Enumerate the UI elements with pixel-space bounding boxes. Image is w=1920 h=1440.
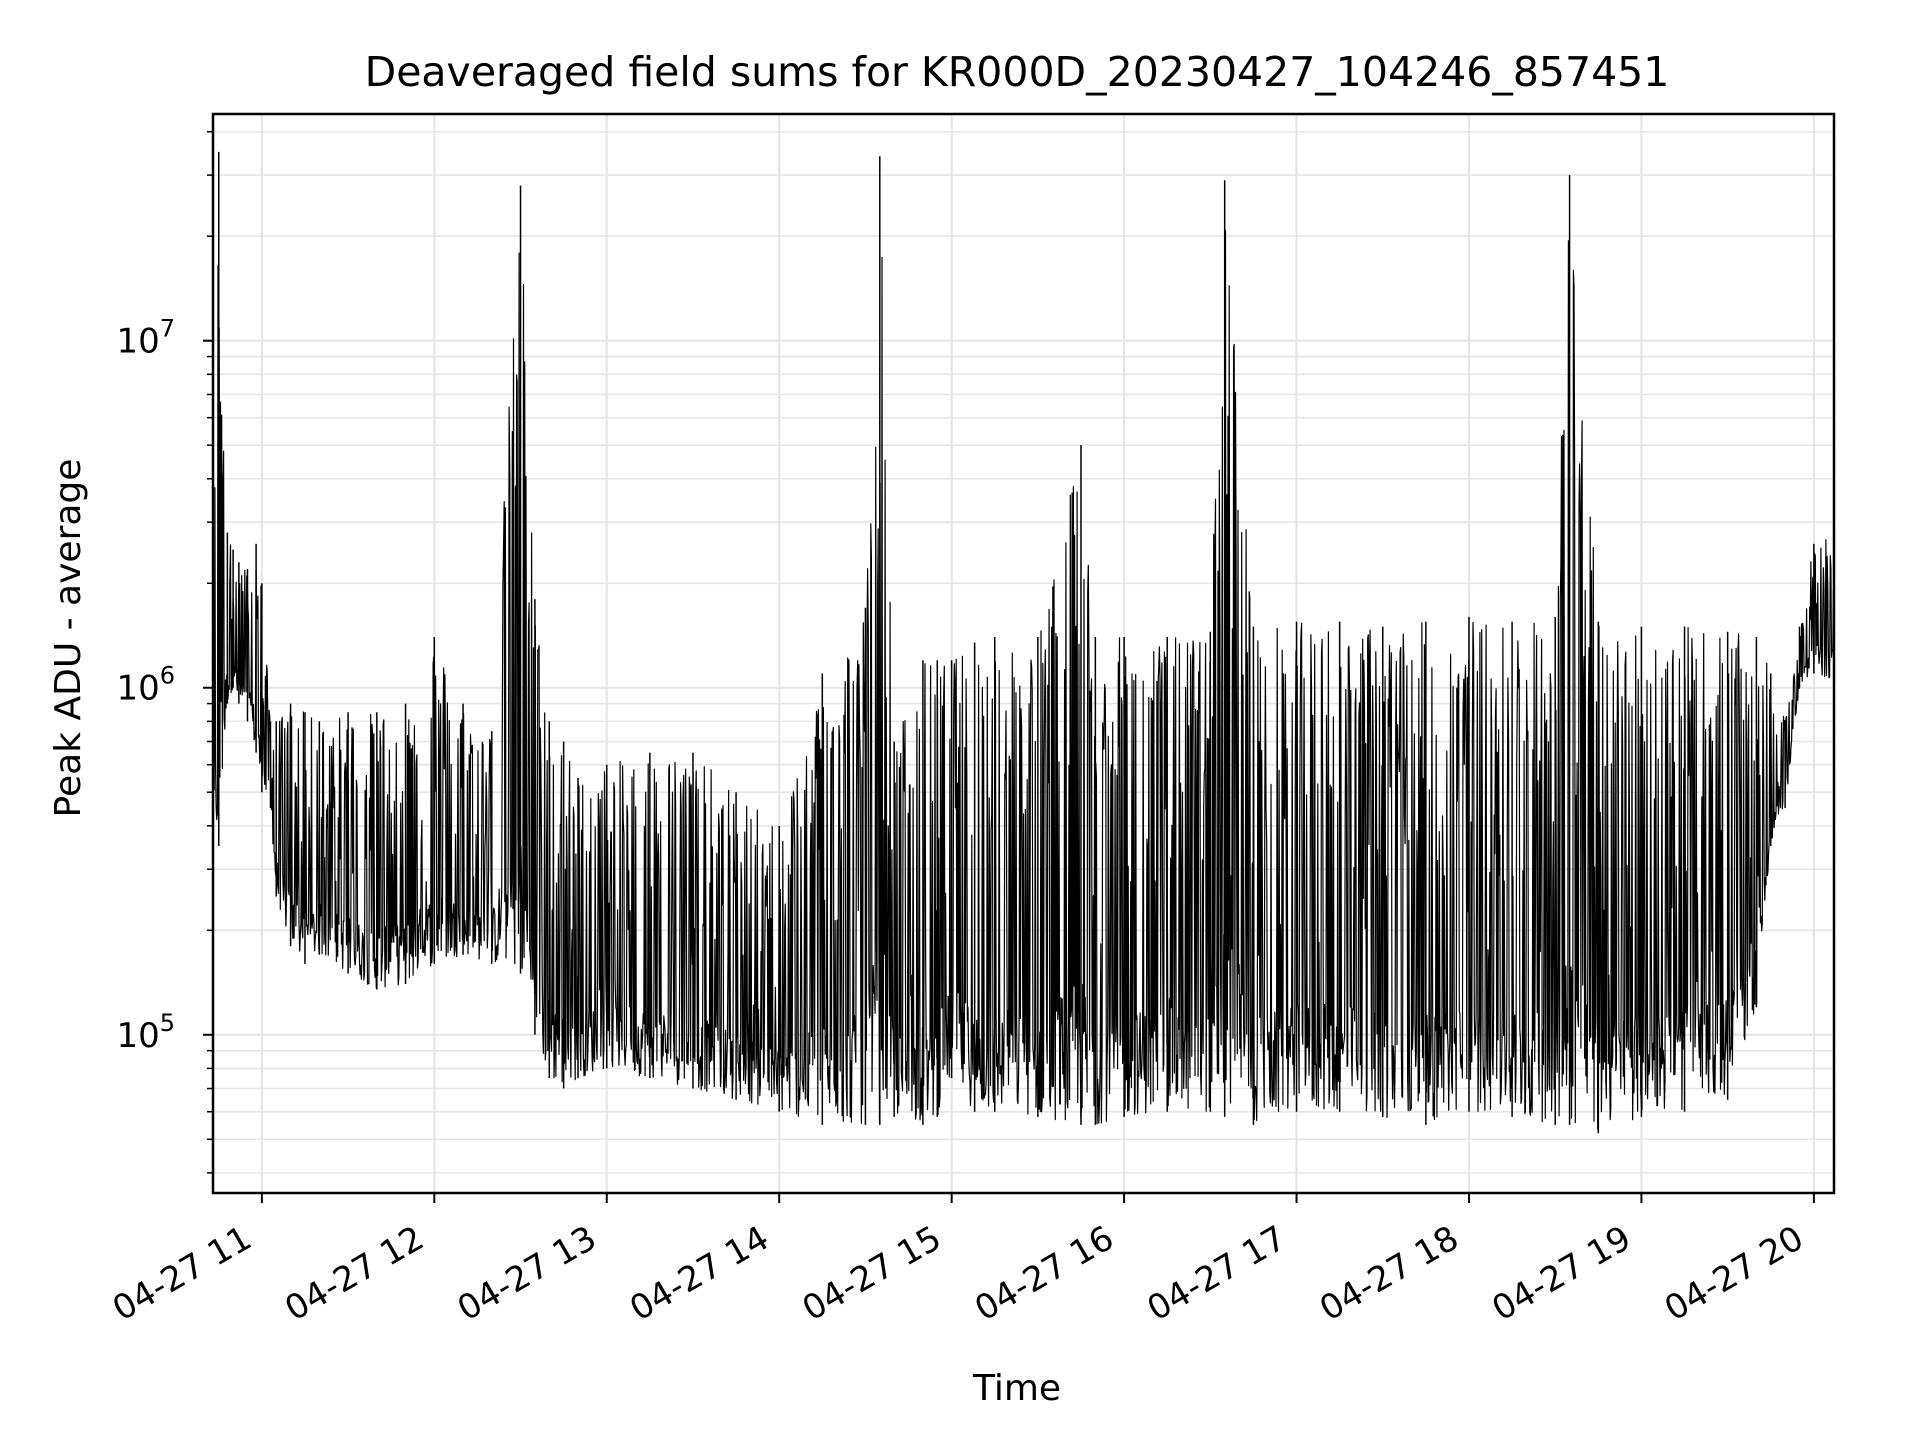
chart-title: Deaveraged field sums for KR000D_2023042…: [365, 48, 1670, 96]
x-tick-label: 04-27 18: [1313, 1218, 1465, 1329]
series-trace: [212, 230, 1835, 1130]
x-tick-label: 04-27 17: [1141, 1218, 1293, 1329]
x-tick-label: 04-27 20: [1658, 1218, 1810, 1329]
y-tick-label: 105: [116, 1009, 175, 1056]
plot-area-border: [211, 112, 1836, 1195]
x-tick-label: 04-27 16: [968, 1218, 1120, 1329]
x-tick-label: 04-27 11: [106, 1218, 258, 1329]
y-axis-label: Peak ADU - average: [48, 459, 89, 818]
y-tick-label: 106: [116, 662, 175, 709]
x-tick-label: 04-27 15: [796, 1218, 948, 1329]
x-tick-label: 04-27 14: [623, 1218, 775, 1329]
x-tick-label: 04-27 12: [278, 1218, 430, 1329]
x-tick-label: 04-27 13: [451, 1218, 603, 1329]
series-line: [212, 151, 1835, 1134]
y-tick-label: 107: [116, 315, 175, 362]
x-tick-label: 04-27 19: [1486, 1218, 1638, 1329]
x-axis-label: Time: [972, 1368, 1061, 1409]
